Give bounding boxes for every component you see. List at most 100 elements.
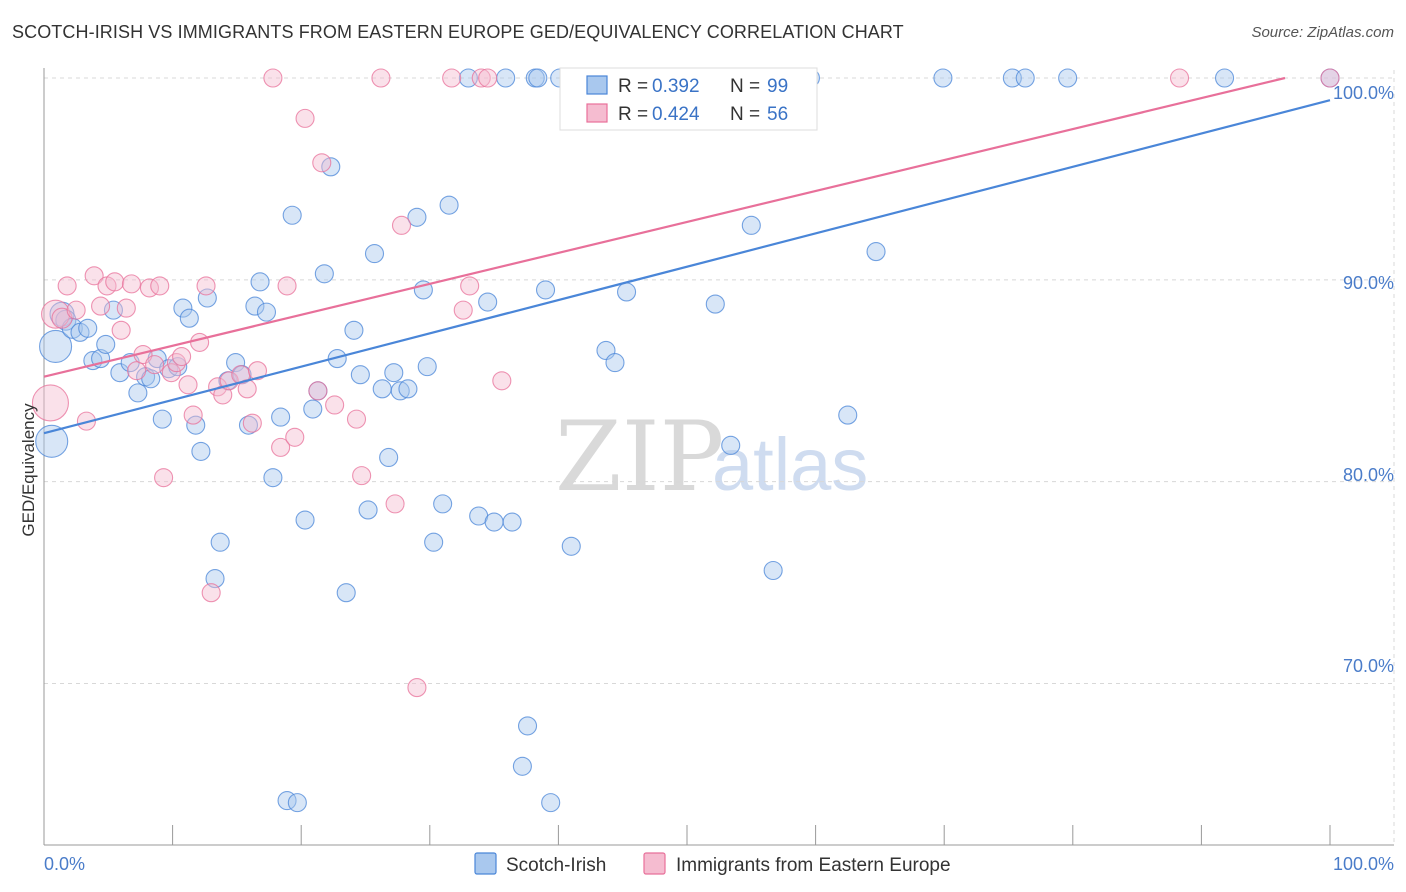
y-tick-label: 90.0% xyxy=(1343,273,1394,293)
y-axis-label: GED/Equivalency xyxy=(19,403,38,537)
scotch-irish-point xyxy=(496,68,516,88)
legend-n-value-1: 99 xyxy=(767,76,788,97)
eastern-europe-point xyxy=(111,320,131,340)
eastern-europe-trend-line xyxy=(43,76,1286,378)
eastern-europe-point xyxy=(31,384,69,422)
scotch-irish-point xyxy=(398,379,418,399)
eastern-europe-point xyxy=(41,299,71,329)
data-points xyxy=(31,68,1340,813)
legend-r-label-1: R = xyxy=(618,76,648,97)
stats-legend: R = 0.392 N = 99 R = 0.424 N = 56 xyxy=(559,67,818,131)
scotch-irish-point xyxy=(152,409,172,429)
scotch-irish-point xyxy=(35,424,69,458)
scotch-irish-point xyxy=(433,494,453,514)
bottom-legend-swatch-eastern-europe xyxy=(643,852,666,875)
eastern-europe-point xyxy=(121,274,141,294)
scotch-irish-point xyxy=(372,379,392,399)
eastern-europe-point xyxy=(1320,68,1340,88)
eastern-europe-point xyxy=(325,395,345,415)
eastern-europe-point xyxy=(84,266,104,286)
scotch-irish-point xyxy=(358,500,378,520)
scotch-irish-point xyxy=(535,280,556,300)
scotch-irish-point xyxy=(256,302,277,322)
x-tick-label-right: 100.0% xyxy=(1333,854,1394,874)
legend-r-value-2: 0.424 xyxy=(652,104,700,125)
scotch-irish-point xyxy=(250,272,270,292)
legend-n-label-1: N = xyxy=(730,76,760,97)
eastern-europe-point xyxy=(127,361,147,381)
scotch-irish-point xyxy=(721,435,741,455)
scotch-irish-point xyxy=(295,510,315,530)
scotch-irish-point xyxy=(424,532,444,552)
eastern-europe-point xyxy=(150,276,170,296)
scotch-irish-point xyxy=(350,365,370,385)
eastern-europe-point xyxy=(201,583,221,603)
bottom-legend-swatch-scotch-irish xyxy=(474,852,497,875)
scotch-irish-point xyxy=(96,334,116,354)
eastern-europe-point xyxy=(263,68,283,88)
eastern-europe-point xyxy=(105,272,125,292)
scotch-irish-point xyxy=(364,244,385,264)
eastern-europe-point xyxy=(178,375,198,395)
scotch-irish-point xyxy=(390,381,410,401)
scotch-irish-point xyxy=(605,353,625,373)
eastern-europe-point xyxy=(391,215,412,235)
y-tick-label: 70.0% xyxy=(1343,656,1394,676)
eastern-europe-point xyxy=(1169,68,1190,88)
eastern-europe-point xyxy=(190,332,210,352)
scotch-irish-point xyxy=(197,288,217,308)
eastern-europe-point xyxy=(161,363,181,383)
eastern-europe-point xyxy=(91,296,111,316)
scotch-irish-point xyxy=(226,353,246,373)
scotch-irish-point xyxy=(336,583,356,603)
eastern-europe-point xyxy=(183,405,203,425)
eastern-europe-point xyxy=(242,413,262,433)
eastern-europe-point xyxy=(57,276,77,296)
scotch-irish-point xyxy=(141,369,161,389)
scotch-irish-point xyxy=(287,793,307,813)
watermark-zip: ZIP xyxy=(555,401,724,513)
eastern-europe-point xyxy=(271,437,291,457)
scotch-irish-point xyxy=(484,512,504,532)
scotch-irish-point xyxy=(866,242,886,262)
scotch-irish-point xyxy=(1058,68,1078,88)
eastern-europe-point xyxy=(285,427,305,447)
legend-n-label-2: N = xyxy=(730,104,760,125)
y-tick-labels: 70.0% 80.0% 90.0% 100.0% xyxy=(1333,83,1394,676)
eastern-europe-point xyxy=(277,276,297,296)
series-legend: Scotch-Irish Immigrants from Eastern Eur… xyxy=(474,852,951,876)
y-tick-label: 100.0% xyxy=(1333,83,1394,103)
scotch-irish-point xyxy=(741,215,761,235)
scotch-irish-point xyxy=(502,512,522,532)
scotch-irish-point xyxy=(379,447,399,468)
scotch-irish-point xyxy=(763,560,783,581)
eastern-europe-point xyxy=(295,108,315,128)
eastern-europe-point xyxy=(385,494,405,514)
legend-swatch-eastern-europe xyxy=(586,103,608,123)
eastern-europe-point xyxy=(145,355,165,375)
scotch-irish-point xyxy=(561,536,581,556)
scotch-irish-point xyxy=(282,205,302,225)
scotch-irish-point xyxy=(344,320,364,340)
trend-lines xyxy=(43,76,1331,435)
eastern-europe-point xyxy=(442,68,462,88)
eastern-europe-point xyxy=(478,68,498,88)
eastern-europe-point xyxy=(172,346,192,367)
eastern-europe-point xyxy=(492,371,512,391)
eastern-europe-point xyxy=(471,68,491,88)
scotch-irish-point xyxy=(512,756,532,776)
legend-swatch-scotch-irish xyxy=(586,75,608,95)
scotch-irish-point xyxy=(39,329,73,364)
eastern-europe-point xyxy=(154,468,174,488)
scotch-irish-point xyxy=(179,308,199,328)
eastern-europe-point xyxy=(308,381,328,401)
scotch-irish-point xyxy=(110,363,130,383)
scotch-irish-point xyxy=(1015,68,1035,88)
scotch-irish-point xyxy=(528,68,548,88)
scotch-irish-point xyxy=(173,298,193,318)
scotch-irish-trend-line xyxy=(43,99,1331,435)
scotch-irish-point xyxy=(205,569,225,589)
scotch-irish-point xyxy=(245,296,265,316)
y-tick-label: 80.0% xyxy=(1343,465,1394,485)
eastern-europe-point xyxy=(460,276,480,296)
